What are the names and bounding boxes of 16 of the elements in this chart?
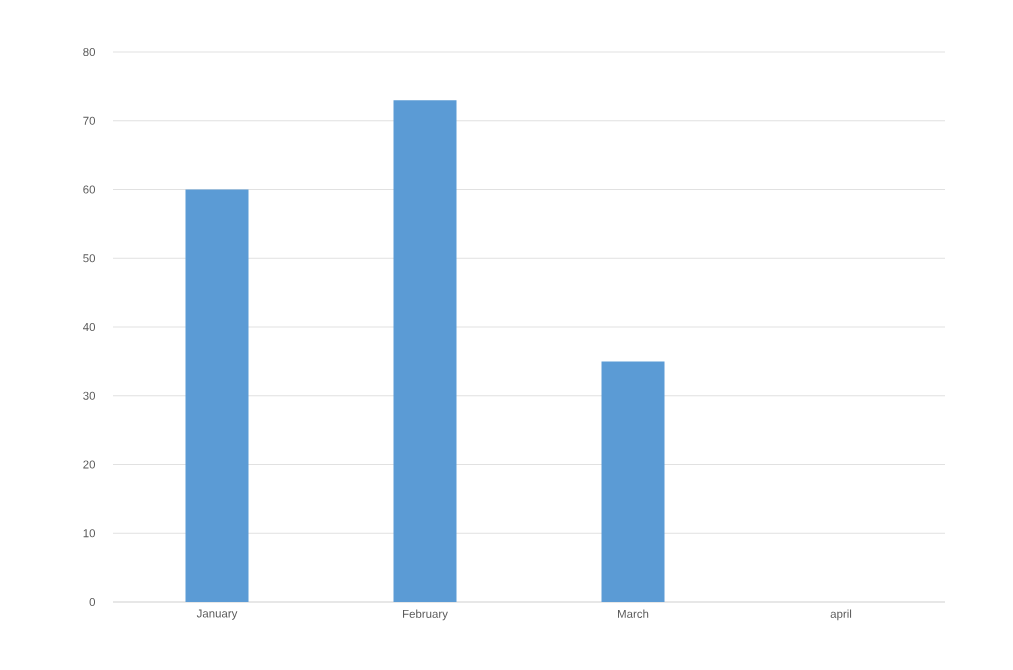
x-tick-label: april	[830, 609, 852, 621]
y-tick-label: 40	[83, 322, 96, 332]
y-tick-label: 0	[89, 597, 96, 607]
y-tick-label: 20	[83, 460, 96, 469]
x-tick-label: March	[618, 609, 649, 618]
y-tick-label: 50	[83, 254, 96, 263]
bar	[393, 100, 457, 602]
x-tick-label: February	[403, 609, 448, 621]
bar	[601, 361, 665, 602]
y-tick-label: 30	[83, 391, 96, 400]
y-tick-label: 80	[83, 47, 96, 57]
x-tick-label: January	[196, 609, 238, 620]
bar	[185, 189, 249, 602]
y-tick-label: 70	[83, 116, 96, 125]
y-tick-label: 60	[83, 185, 96, 194]
y-tick-label: 10	[83, 529, 96, 538]
